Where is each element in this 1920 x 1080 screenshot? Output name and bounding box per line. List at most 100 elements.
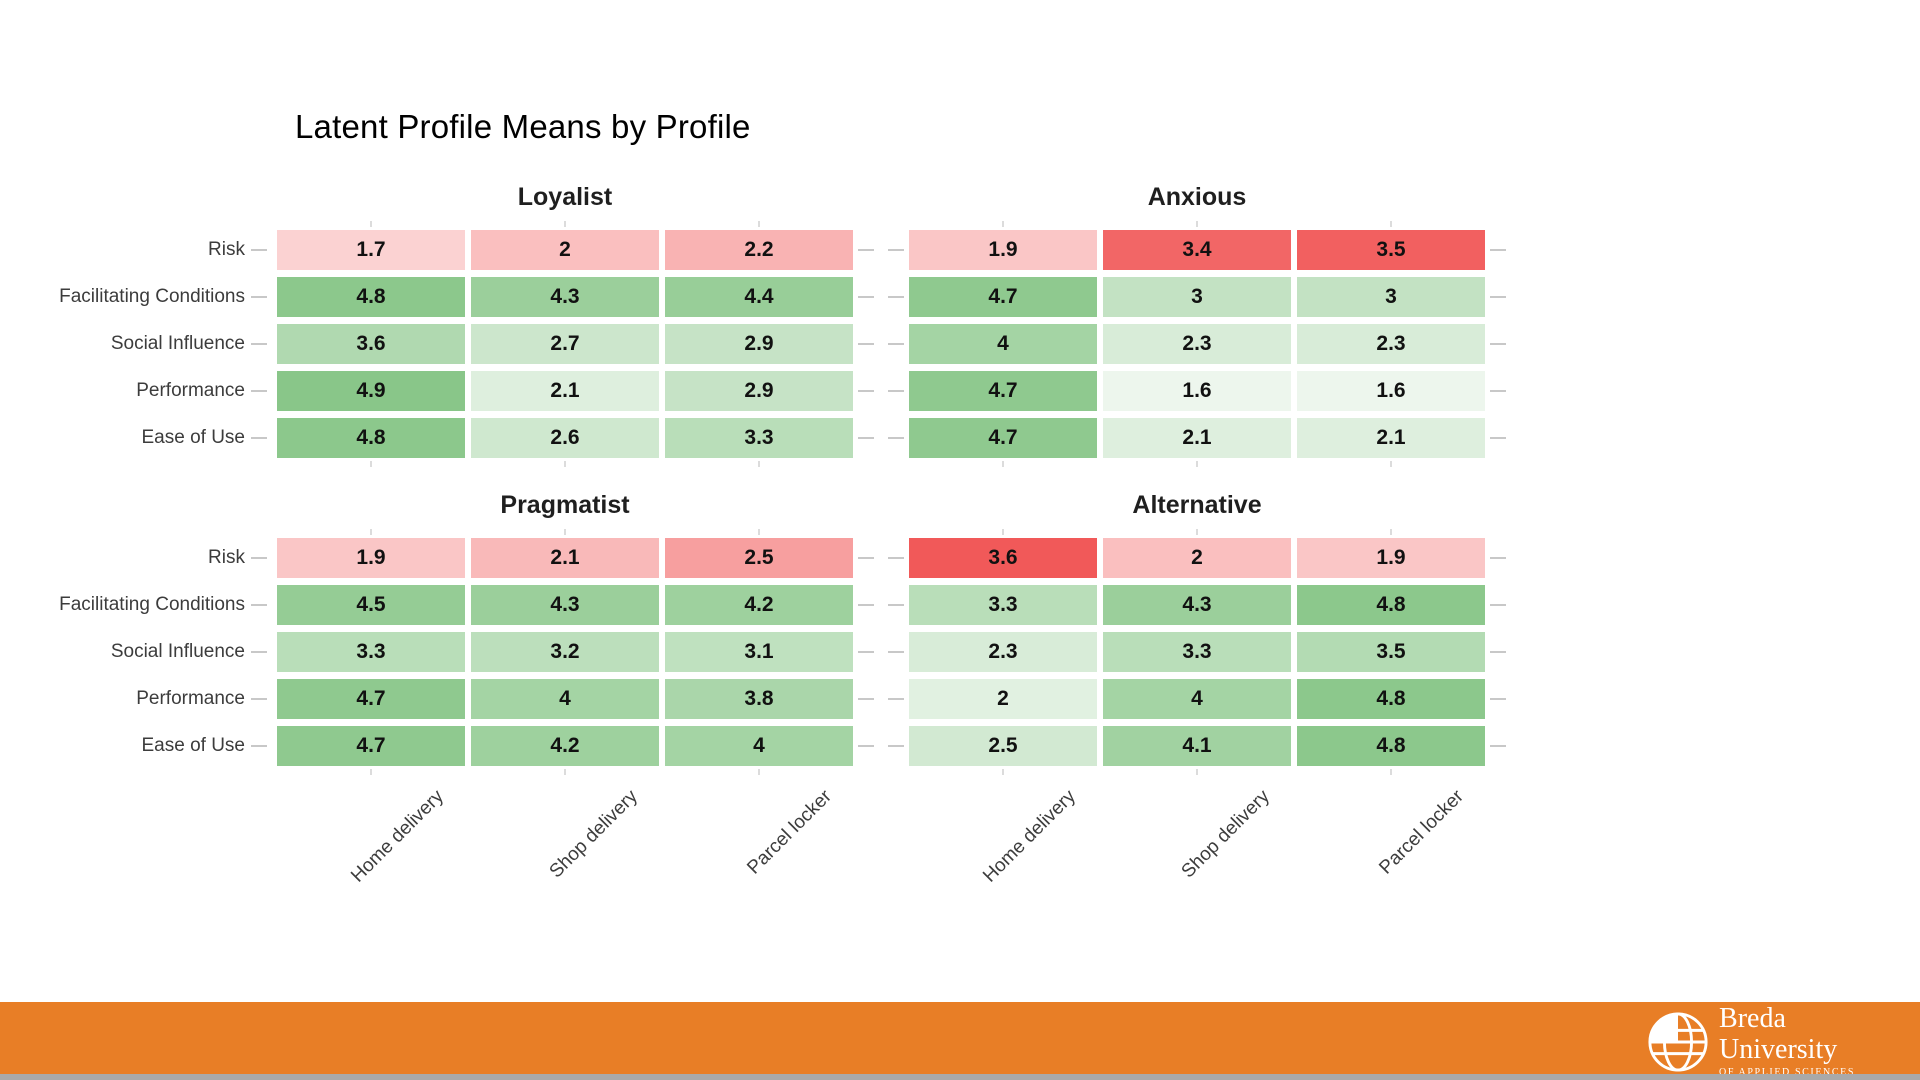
heatmap-cell: 2.1	[471, 371, 659, 411]
axis-tick	[251, 557, 267, 559]
facet-title: Loyalist	[517, 183, 613, 211]
heatmap-cell: 1.9	[1297, 538, 1485, 578]
row-label: Facilitating Conditions	[59, 594, 245, 615]
axis-tick	[888, 437, 904, 439]
heatmap-cell: 3	[1103, 277, 1291, 317]
heatmap-cell: 3.6	[277, 324, 465, 364]
row-label: Risk	[208, 547, 245, 568]
heatmap-cell: 1.7	[277, 230, 465, 270]
axis-tick	[1002, 221, 1004, 227]
axis-tick	[1490, 296, 1506, 298]
heatmap-cell: 2.7	[471, 324, 659, 364]
axis-tick	[858, 745, 874, 747]
axis-tick	[858, 343, 874, 345]
row-label: Performance	[136, 688, 245, 709]
heatmap-cell: 4.3	[471, 277, 659, 317]
heatmap-cell: 2.9	[665, 371, 853, 411]
heatmap-cell: 3.3	[909, 585, 1097, 625]
axis-tick	[858, 296, 874, 298]
facet-title: Pragmatist	[500, 491, 630, 519]
axis-tick	[1390, 221, 1392, 227]
axis-tick	[564, 461, 566, 467]
heatmap-cell: 4.2	[471, 726, 659, 766]
heatmap-cell: 3.3	[665, 418, 853, 458]
heatmap-cell: 4.7	[909, 277, 1097, 317]
globe-icon	[1648, 1011, 1708, 1072]
heatmap-cell: 2	[909, 679, 1097, 719]
heatmap-cell: 2.5	[909, 726, 1097, 766]
heatmap-cell: 2.1	[1297, 418, 1485, 458]
axis-tick	[251, 296, 267, 298]
axis-tick	[1196, 221, 1198, 227]
axis-tick	[1196, 529, 1198, 535]
axis-tick	[858, 557, 874, 559]
facet-title: Anxious	[1147, 183, 1247, 211]
axis-tick	[564, 769, 566, 775]
heatmap-cell: 3.6	[909, 538, 1097, 578]
row-label: Facilitating Conditions	[59, 286, 245, 307]
axis-tick	[1490, 651, 1506, 653]
heatmap-cell: 4.8	[277, 418, 465, 458]
row-label: Social Influence	[110, 641, 245, 662]
axis-tick	[858, 698, 874, 700]
heatmap-cell: 1.9	[909, 230, 1097, 270]
row-label: Performance	[136, 380, 245, 401]
axis-tick	[888, 604, 904, 606]
axis-tick	[858, 390, 874, 392]
axis-tick	[1490, 745, 1506, 747]
window-bottom-edge	[0, 1074, 1920, 1080]
x-axis-label: Parcel locker	[743, 786, 836, 879]
axis-tick	[1490, 557, 1506, 559]
axis-tick	[888, 745, 904, 747]
logo-line-1: Breda	[1719, 1003, 1786, 1034]
heatmap-cell: 1.6	[1297, 371, 1485, 411]
heatmap-cell: 2	[471, 230, 659, 270]
heatmap-cell: 4.7	[277, 679, 465, 719]
axis-tick	[858, 651, 874, 653]
axis-tick	[888, 557, 904, 559]
row-label: Ease of Use	[141, 427, 246, 448]
axis-tick	[888, 651, 904, 653]
axis-tick	[1390, 529, 1392, 535]
chart-title: Latent Profile Means by Profile	[295, 108, 751, 145]
axis-tick	[858, 604, 874, 606]
heatmap-cell: 3.2	[471, 632, 659, 672]
axis-tick	[758, 461, 760, 467]
axis-tick	[1490, 249, 1506, 251]
axis-tick	[758, 221, 760, 227]
axis-tick	[1490, 437, 1506, 439]
heatmap-cell: 4.3	[1103, 585, 1291, 625]
heatmap-cell: 3.3	[1103, 632, 1291, 672]
heatmap-cell: 3.8	[665, 679, 853, 719]
heatmap-cell: 4	[909, 324, 1097, 364]
breda-logo-text: Breda University OF APPLIED SCIENCES	[1719, 1005, 1855, 1078]
heatmap-cell: 4.1	[1103, 726, 1291, 766]
x-axis-label: Shop delivery	[545, 786, 642, 883]
axis-tick	[888, 390, 904, 392]
heatmap-cell: 3	[1297, 277, 1485, 317]
axis-tick	[370, 769, 372, 775]
axis-tick	[251, 698, 267, 700]
heatmap-cell: 2.1	[1103, 418, 1291, 458]
x-axis-label: Parcel locker	[1375, 786, 1468, 879]
footer-bar: Breda University OF APPLIED SCIENCES	[0, 1002, 1920, 1078]
axis-tick	[1002, 529, 1004, 535]
axis-tick	[370, 221, 372, 227]
axis-tick	[888, 343, 904, 345]
heatmap-cell: 2.6	[471, 418, 659, 458]
axis-tick	[251, 390, 267, 392]
axis-tick	[1490, 698, 1506, 700]
heatmap-cell: 4	[665, 726, 853, 766]
heatmap-cell: 2	[1103, 538, 1291, 578]
x-axis-label: Home delivery	[979, 786, 1080, 887]
axis-tick	[758, 529, 760, 535]
heatmap-cell: 4.7	[909, 371, 1097, 411]
heatmap-cell: 2.3	[909, 632, 1097, 672]
axis-tick	[1196, 769, 1198, 775]
axis-tick	[888, 249, 904, 251]
axis-tick	[888, 698, 904, 700]
axis-tick	[1490, 604, 1506, 606]
heatmap-cell: 2.2	[665, 230, 853, 270]
logo-line-2: University	[1719, 1034, 1838, 1065]
